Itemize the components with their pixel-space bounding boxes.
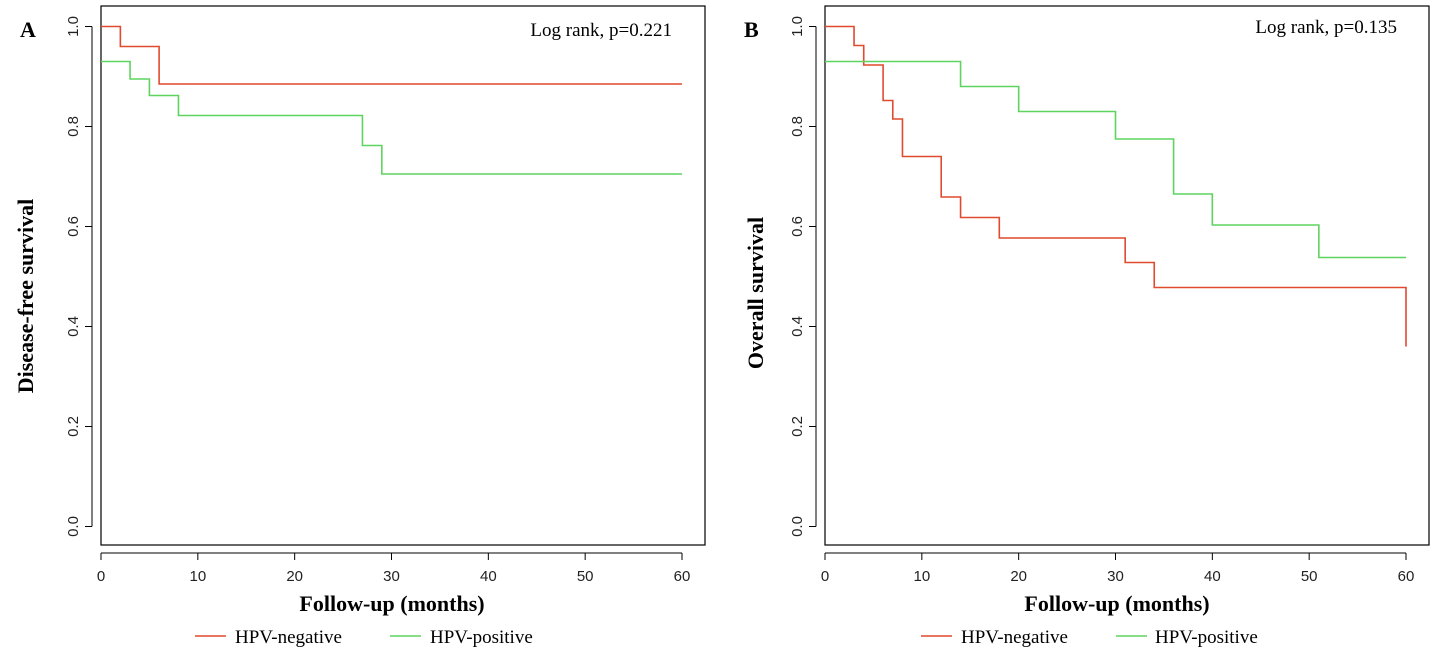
survival-curves — [825, 25, 1407, 347]
y-tick-label: 1.0 — [65, 16, 82, 37]
panel-label: B — [744, 17, 759, 42]
y-tick-label: 0.4 — [65, 316, 82, 337]
x-axis-label: Follow-up (months) — [1024, 591, 1209, 616]
x-tick-label: 40 — [480, 568, 497, 585]
x-tick-label: 50 — [577, 568, 594, 585]
legend: HPV-negative HPV-positive — [195, 627, 533, 648]
y-tick-label: 0.0 — [65, 516, 82, 537]
x-tick-label: 10 — [189, 568, 206, 585]
plot-frame — [100, 5, 706, 546]
series-line-hpv-negative — [101, 25, 682, 85]
x-axis: 0 10 20 30 40 50 60 — [97, 552, 691, 585]
panel-a: 0.0 0.2 0.4 0.6 0.8 1.0 0 10 20 30 40 50 60 A Log r… — [13, 5, 706, 648]
y-axis: 0.0 0.2 0.4 0.6 0.8 1.0 — [65, 16, 93, 537]
y-tick-label: 1.0 — [789, 16, 806, 37]
y-tick-label: 0.2 — [789, 416, 806, 437]
legend-label-hpv-positive: HPV-positive — [1155, 627, 1258, 648]
y-axis-label: Disease-free survival — [13, 199, 38, 394]
panel-label: A — [20, 17, 36, 42]
series-line-hpv-negative — [825, 25, 1407, 347]
x-tick-label: 50 — [1301, 568, 1318, 585]
y-tick-label: 0.0 — [789, 516, 806, 537]
x-axis: 0 10 20 30 40 50 60 — [821, 552, 1415, 585]
x-tick-label: 20 — [1010, 568, 1027, 585]
series-line-hpv-positive — [825, 60, 1406, 259]
survival-curves — [101, 25, 682, 175]
plot-frame — [824, 5, 1430, 546]
y-tick-label: 0.4 — [789, 316, 806, 337]
x-tick-label: 10 — [913, 568, 930, 585]
x-tick-label: 40 — [1204, 568, 1221, 585]
x-tick-label: 30 — [383, 568, 400, 585]
legend-label-hpv-negative: HPV-negative — [961, 627, 1068, 648]
x-tick-label: 0 — [97, 568, 105, 585]
legend: HPV-negative HPV-positive — [921, 627, 1258, 648]
x-tick-label: 60 — [674, 568, 691, 585]
legend-label-hpv-positive: HPV-positive — [430, 627, 533, 648]
log-rank-annotation: Log rank, p=0.135 — [1255, 17, 1397, 38]
y-tick-label: 0.6 — [65, 216, 82, 237]
x-tick-label: 60 — [1398, 568, 1415, 585]
x-tick-label: 20 — [286, 568, 303, 585]
y-tick-label: 0.8 — [789, 116, 806, 137]
log-rank-annotation: Log rank, p=0.221 — [530, 20, 672, 41]
x-axis-label: Follow-up (months) — [299, 591, 484, 616]
series-line-hpv-positive — [101, 60, 682, 175]
y-tick-label: 0.8 — [65, 116, 82, 137]
x-tick-label: 0 — [821, 568, 829, 585]
panel-b: 0.0 0.2 0.4 0.6 0.8 1.0 0 10 20 30 40 50 60 B Log r… — [743, 5, 1430, 648]
y-tick-label: 0.6 — [789, 216, 806, 237]
y-axis-label: Overall survival — [743, 217, 768, 369]
y-axis: 0.0 0.2 0.4 0.6 0.8 1.0 — [789, 16, 817, 537]
y-tick-label: 0.2 — [65, 416, 82, 437]
x-tick-label: 30 — [1107, 568, 1124, 585]
legend-label-hpv-negative: HPV-negative — [235, 627, 342, 648]
